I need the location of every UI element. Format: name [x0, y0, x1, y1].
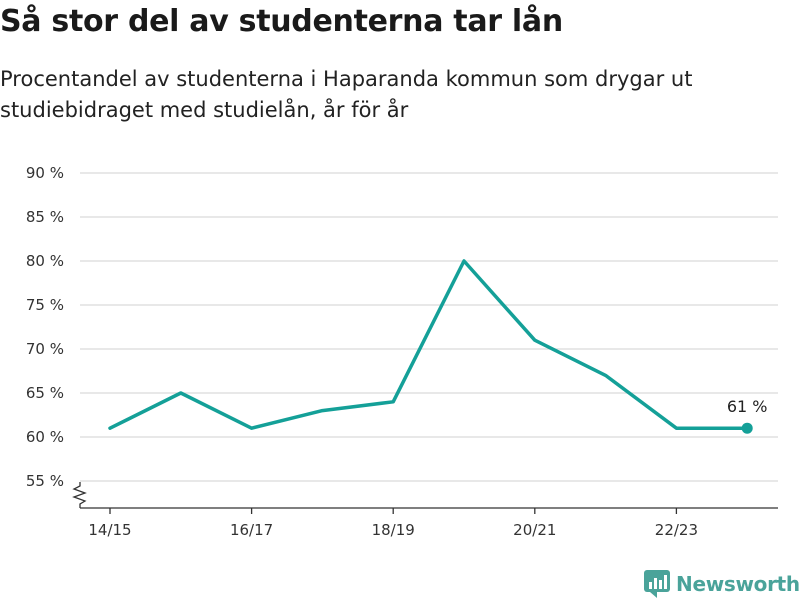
- last-data-point: [741, 422, 753, 434]
- series-line: [108, 259, 749, 430]
- last-point-label: 61 %: [727, 397, 768, 416]
- x-tick-label: 18/19: [372, 521, 415, 539]
- x-axis: 14/15 16/17 18/19 20/21 22/23: [80, 507, 778, 539]
- y-tick-label: 70 %: [26, 340, 64, 358]
- grid-lines: [80, 172, 778, 482]
- chart-title: Så stor del av studenterna tar lån: [0, 4, 563, 39]
- series: 61 %: [108, 259, 768, 434]
- chart-subtitle: Procentandel av studenterna i Haparanda …: [0, 67, 693, 122]
- y-tick-label: 55 %: [26, 472, 64, 490]
- y-tick-label: 75 %: [26, 296, 64, 314]
- x-tick-label: 16/17: [230, 521, 273, 539]
- y-tick-label: 85 %: [26, 208, 64, 226]
- y-axis: 55 % 60 % 65 % 70 % 75 % 80 % 85 % 90 %: [26, 164, 87, 508]
- y-tick-label: 60 %: [26, 428, 64, 446]
- y-tick-label: 90 %: [26, 164, 64, 182]
- x-tick-label: 14/15: [88, 521, 131, 539]
- brand-name: Newsworthy: [676, 572, 800, 596]
- axis-break-icon: [72, 482, 87, 508]
- y-tick-label: 65 %: [26, 384, 64, 402]
- x-tick-label: 20/21: [513, 521, 556, 539]
- brand: Newsworthy: [644, 570, 800, 598]
- y-tick-label: 80 %: [26, 252, 64, 270]
- x-tick-label: 22/23: [655, 521, 698, 539]
- newsworthy-logo-icon: [644, 570, 670, 598]
